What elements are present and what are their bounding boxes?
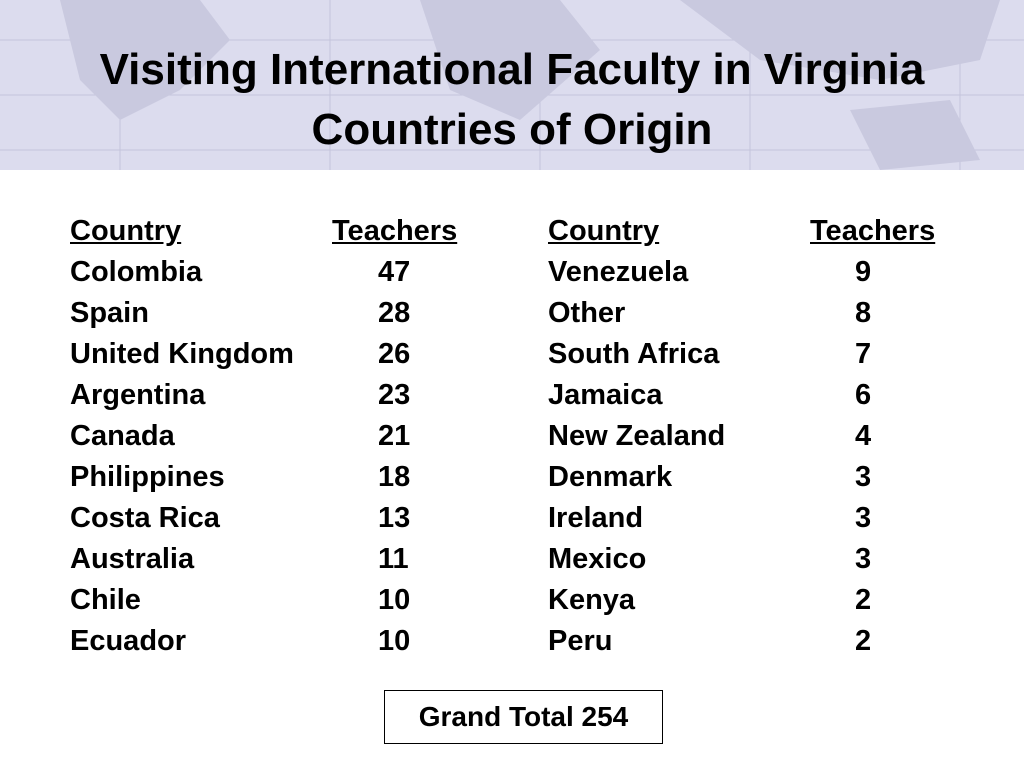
title-line: Visiting International Faculty in Virgin… bbox=[99, 45, 925, 94]
column-header: Country bbox=[70, 215, 182, 247]
country-name: Jamaica bbox=[548, 379, 663, 411]
teacher-count: 6 bbox=[855, 379, 872, 411]
country-name: Philippines bbox=[70, 461, 225, 493]
teacher-count: 3 bbox=[855, 502, 872, 534]
teacher-count: 13 bbox=[378, 502, 411, 534]
country-name: Ireland bbox=[548, 502, 644, 534]
country-name: South Africa bbox=[548, 338, 720, 370]
teacher-count: 2 bbox=[855, 625, 872, 657]
teacher-count: 3 bbox=[855, 461, 872, 493]
teacher-count: 7 bbox=[855, 338, 872, 370]
country-name: Venezuela bbox=[548, 256, 689, 288]
grand-total: Grand Total 254 bbox=[384, 690, 663, 744]
country-name: Denmark bbox=[548, 461, 673, 493]
teacher-count: 3 bbox=[855, 543, 872, 575]
country-name: Australia bbox=[70, 543, 195, 575]
country-name: Argentina bbox=[70, 379, 206, 411]
country-name: Spain bbox=[70, 297, 149, 329]
teacher-count: 21 bbox=[378, 420, 411, 452]
teacher-count: 26 bbox=[378, 338, 411, 370]
teacher-count: 8 bbox=[855, 297, 872, 329]
country-name: Other bbox=[548, 297, 626, 329]
teacher-count: 47 bbox=[378, 256, 411, 288]
teacher-count: 2 bbox=[855, 584, 872, 616]
teacher-count: 23 bbox=[378, 379, 411, 411]
title-line: Countries of Origin bbox=[311, 105, 713, 154]
teacher-count: 4 bbox=[855, 420, 872, 452]
country-name: Ecuador bbox=[70, 625, 187, 657]
column-header: Country bbox=[548, 215, 660, 247]
country-name: Chile bbox=[70, 584, 141, 616]
country-name: Kenya bbox=[548, 584, 636, 616]
teacher-count: 28 bbox=[378, 297, 411, 329]
country-name: United Kingdom bbox=[70, 338, 294, 370]
country-name: Costa Rica bbox=[70, 502, 220, 534]
map-background bbox=[0, 0, 1024, 170]
teacher-count: 9 bbox=[855, 256, 872, 288]
country-name: New Zealand bbox=[548, 420, 726, 452]
teacher-count: 18 bbox=[378, 461, 411, 493]
column-header: Teachers bbox=[810, 215, 936, 247]
teacher-count: 10 bbox=[378, 584, 411, 616]
country-name: Canada bbox=[70, 420, 175, 452]
country-name: Mexico bbox=[548, 543, 647, 575]
header-band bbox=[0, 0, 1024, 170]
country-name: Colombia bbox=[70, 256, 203, 288]
column-header: Teachers bbox=[332, 215, 458, 247]
teacher-count: 11 bbox=[378, 543, 409, 575]
teacher-count: 10 bbox=[378, 625, 411, 657]
country-name: Peru bbox=[548, 625, 613, 657]
